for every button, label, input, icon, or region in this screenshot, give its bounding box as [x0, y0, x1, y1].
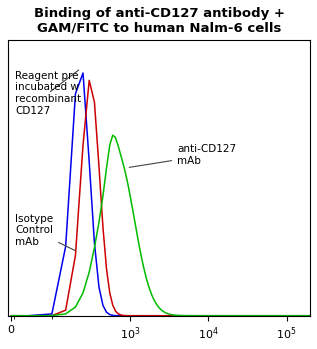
- Text: Isotype
Control
mAb: Isotype Control mAb: [15, 214, 75, 251]
- Title: Binding of anti-CD127 antibody +
GAM/FITC to human Nalm-6 cells: Binding of anti-CD127 antibody + GAM/FIT…: [34, 7, 285, 35]
- Text: anti-CD127
mAb: anti-CD127 mAb: [129, 144, 236, 168]
- Text: Reagent pre
incubated w
recombinant
CD127: Reagent pre incubated w recombinant CD12…: [15, 70, 81, 116]
